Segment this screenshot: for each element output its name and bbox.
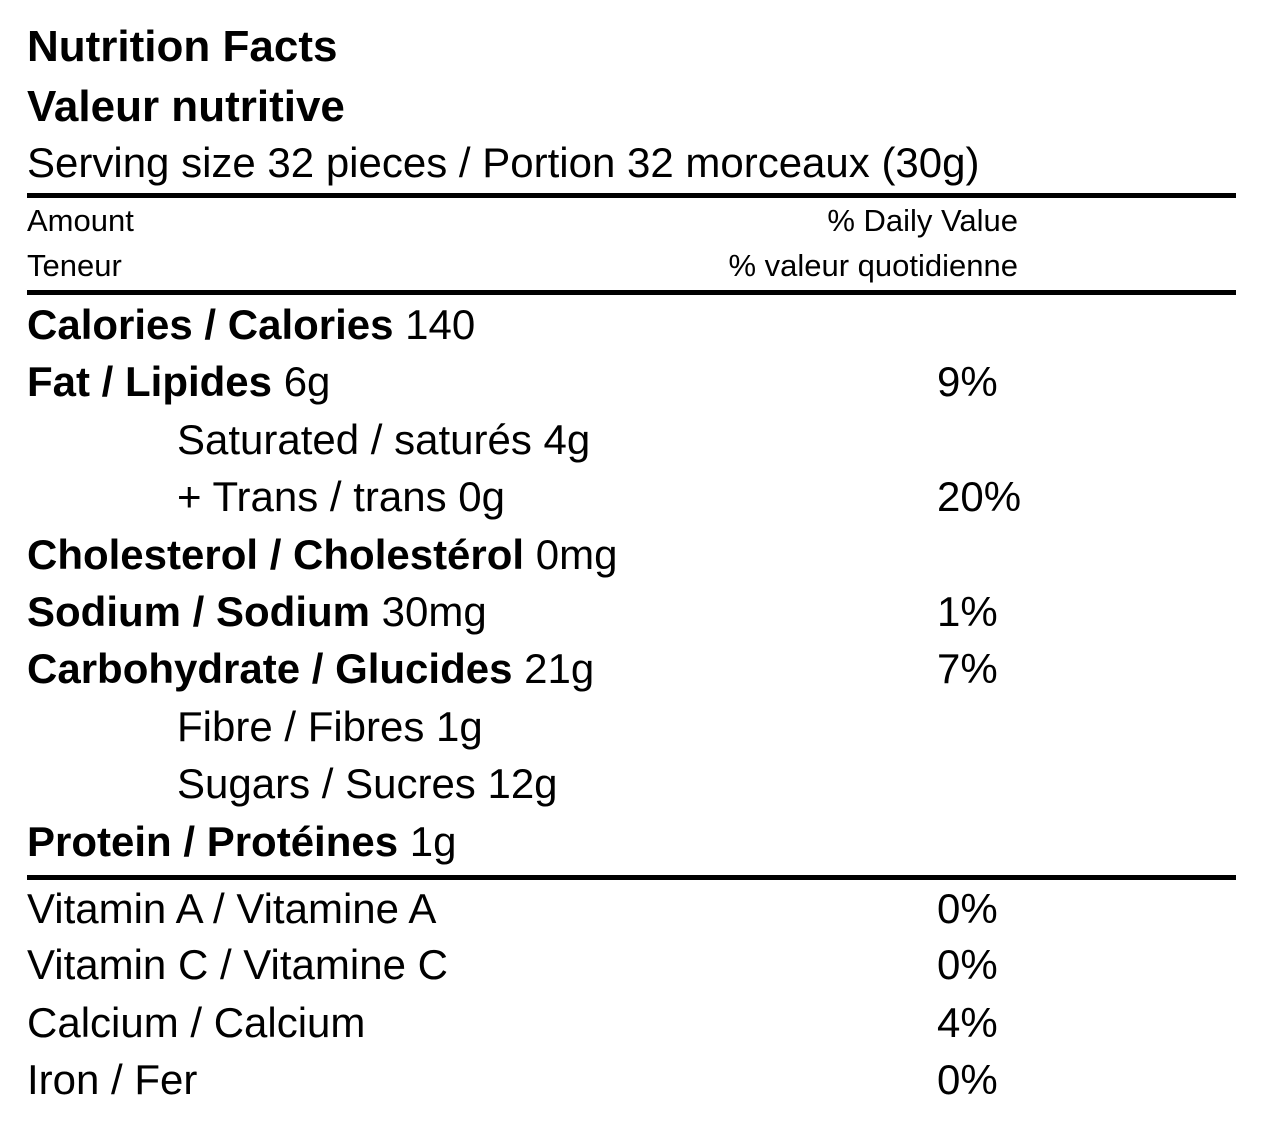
vitamin-row-a: Vitamin A / Vitamine A 0% <box>27 888 1236 940</box>
mineral-row-calcium: Calcium / Calcium 4% <box>27 1002 1236 1054</box>
nutrient-daily-value: 7% <box>937 645 998 692</box>
vitamin-label: Iron / Fer <box>27 1056 198 1103</box>
divider-middle <box>27 290 1236 295</box>
nutrient-row-saturated: Saturated / saturés 4g <box>27 419 1236 471</box>
nutrient-row-sugars: Sugars / Sucres 12g <box>27 763 1236 815</box>
nutrient-label: Fat / Lipides <box>27 358 273 405</box>
nutrient-amount: 1g <box>409 818 457 865</box>
nutrient-daily-value: 1% <box>937 588 998 635</box>
vitamin-daily-value: 0% <box>937 1056 998 1103</box>
vitamin-label: Vitamin C / Vitamine C <box>27 941 448 988</box>
divider-bottom <box>27 875 1236 880</box>
nutrient-row-fibre: Fibre / Fibres 1g <box>27 706 1236 758</box>
title-french: Valeur nutritive <box>27 82 345 131</box>
nutrient-label: Protein / Protéines <box>27 818 399 865</box>
nutrient-row-carbohydrate: Carbohydrate / Glucides 21g 7% <box>27 648 1236 700</box>
nutrient-row-protein: Protein / Protéines 1g <box>27 821 1236 873</box>
nutrient-label: Sodium / Sodium <box>27 588 370 635</box>
divider-top <box>27 193 1236 198</box>
nutrient-label: Cholesterol / Cholestérol <box>27 531 525 578</box>
daily-value-header-french: % valeur quotidienne <box>728 248 1018 283</box>
nutrient-row-sodium: Sodium / Sodium 30mg 1% <box>27 591 1236 643</box>
title-english: Nutrition Facts <box>27 22 338 71</box>
nutrient-label: Fibre / Fibres 1g <box>177 703 483 750</box>
vitamin-row-c: Vitamin C / Vitamine C 0% <box>27 944 1236 996</box>
nutrient-row-fat: Fat / Lipides 6g 9% <box>27 361 1236 413</box>
nutrient-daily-value: 20% <box>937 473 1022 520</box>
vitamin-daily-value: 0% <box>937 941 998 988</box>
nutrient-daily-value: 9% <box>937 358 998 405</box>
nutrient-amount: 30mg <box>381 588 487 635</box>
nutrient-label: Sugars / Sucres 12g <box>177 760 558 807</box>
nutrient-amount: 0mg <box>535 531 618 578</box>
nutrient-label: Calories / Calories <box>27 301 394 348</box>
nutrient-label: Saturated / saturés 4g <box>177 416 591 463</box>
nutrient-label: Carbohydrate / Glucides <box>27 645 513 692</box>
nutrient-label: + Trans / trans 0g <box>177 473 506 520</box>
vitamin-label: Vitamin A / Vitamine A <box>27 885 437 932</box>
nutrient-amount: 6g <box>283 358 331 405</box>
amount-header-english: Amount <box>27 203 134 238</box>
vitamin-daily-value: 4% <box>937 999 998 1046</box>
vitamin-daily-value: 0% <box>937 885 998 932</box>
nutrient-amount: 21g <box>524 645 595 692</box>
daily-value-header-english: % Daily Value <box>827 203 1018 238</box>
mineral-row-iron: Iron / Fer 0% <box>27 1059 1236 1111</box>
serving-size: Serving size 32 pieces / Portion 32 morc… <box>27 139 980 186</box>
nutrient-row-calories: Calories / Calories 140 <box>27 304 1236 356</box>
nutrient-row-cholesterol: Cholesterol / Cholestérol 0mg <box>27 534 1236 586</box>
nutrient-row-trans: + Trans / trans 0g 20% <box>27 476 1236 528</box>
nutrient-amount: 140 <box>405 301 476 348</box>
vitamin-label: Calcium / Calcium <box>27 999 366 1046</box>
amount-header-french: Teneur <box>27 248 122 283</box>
